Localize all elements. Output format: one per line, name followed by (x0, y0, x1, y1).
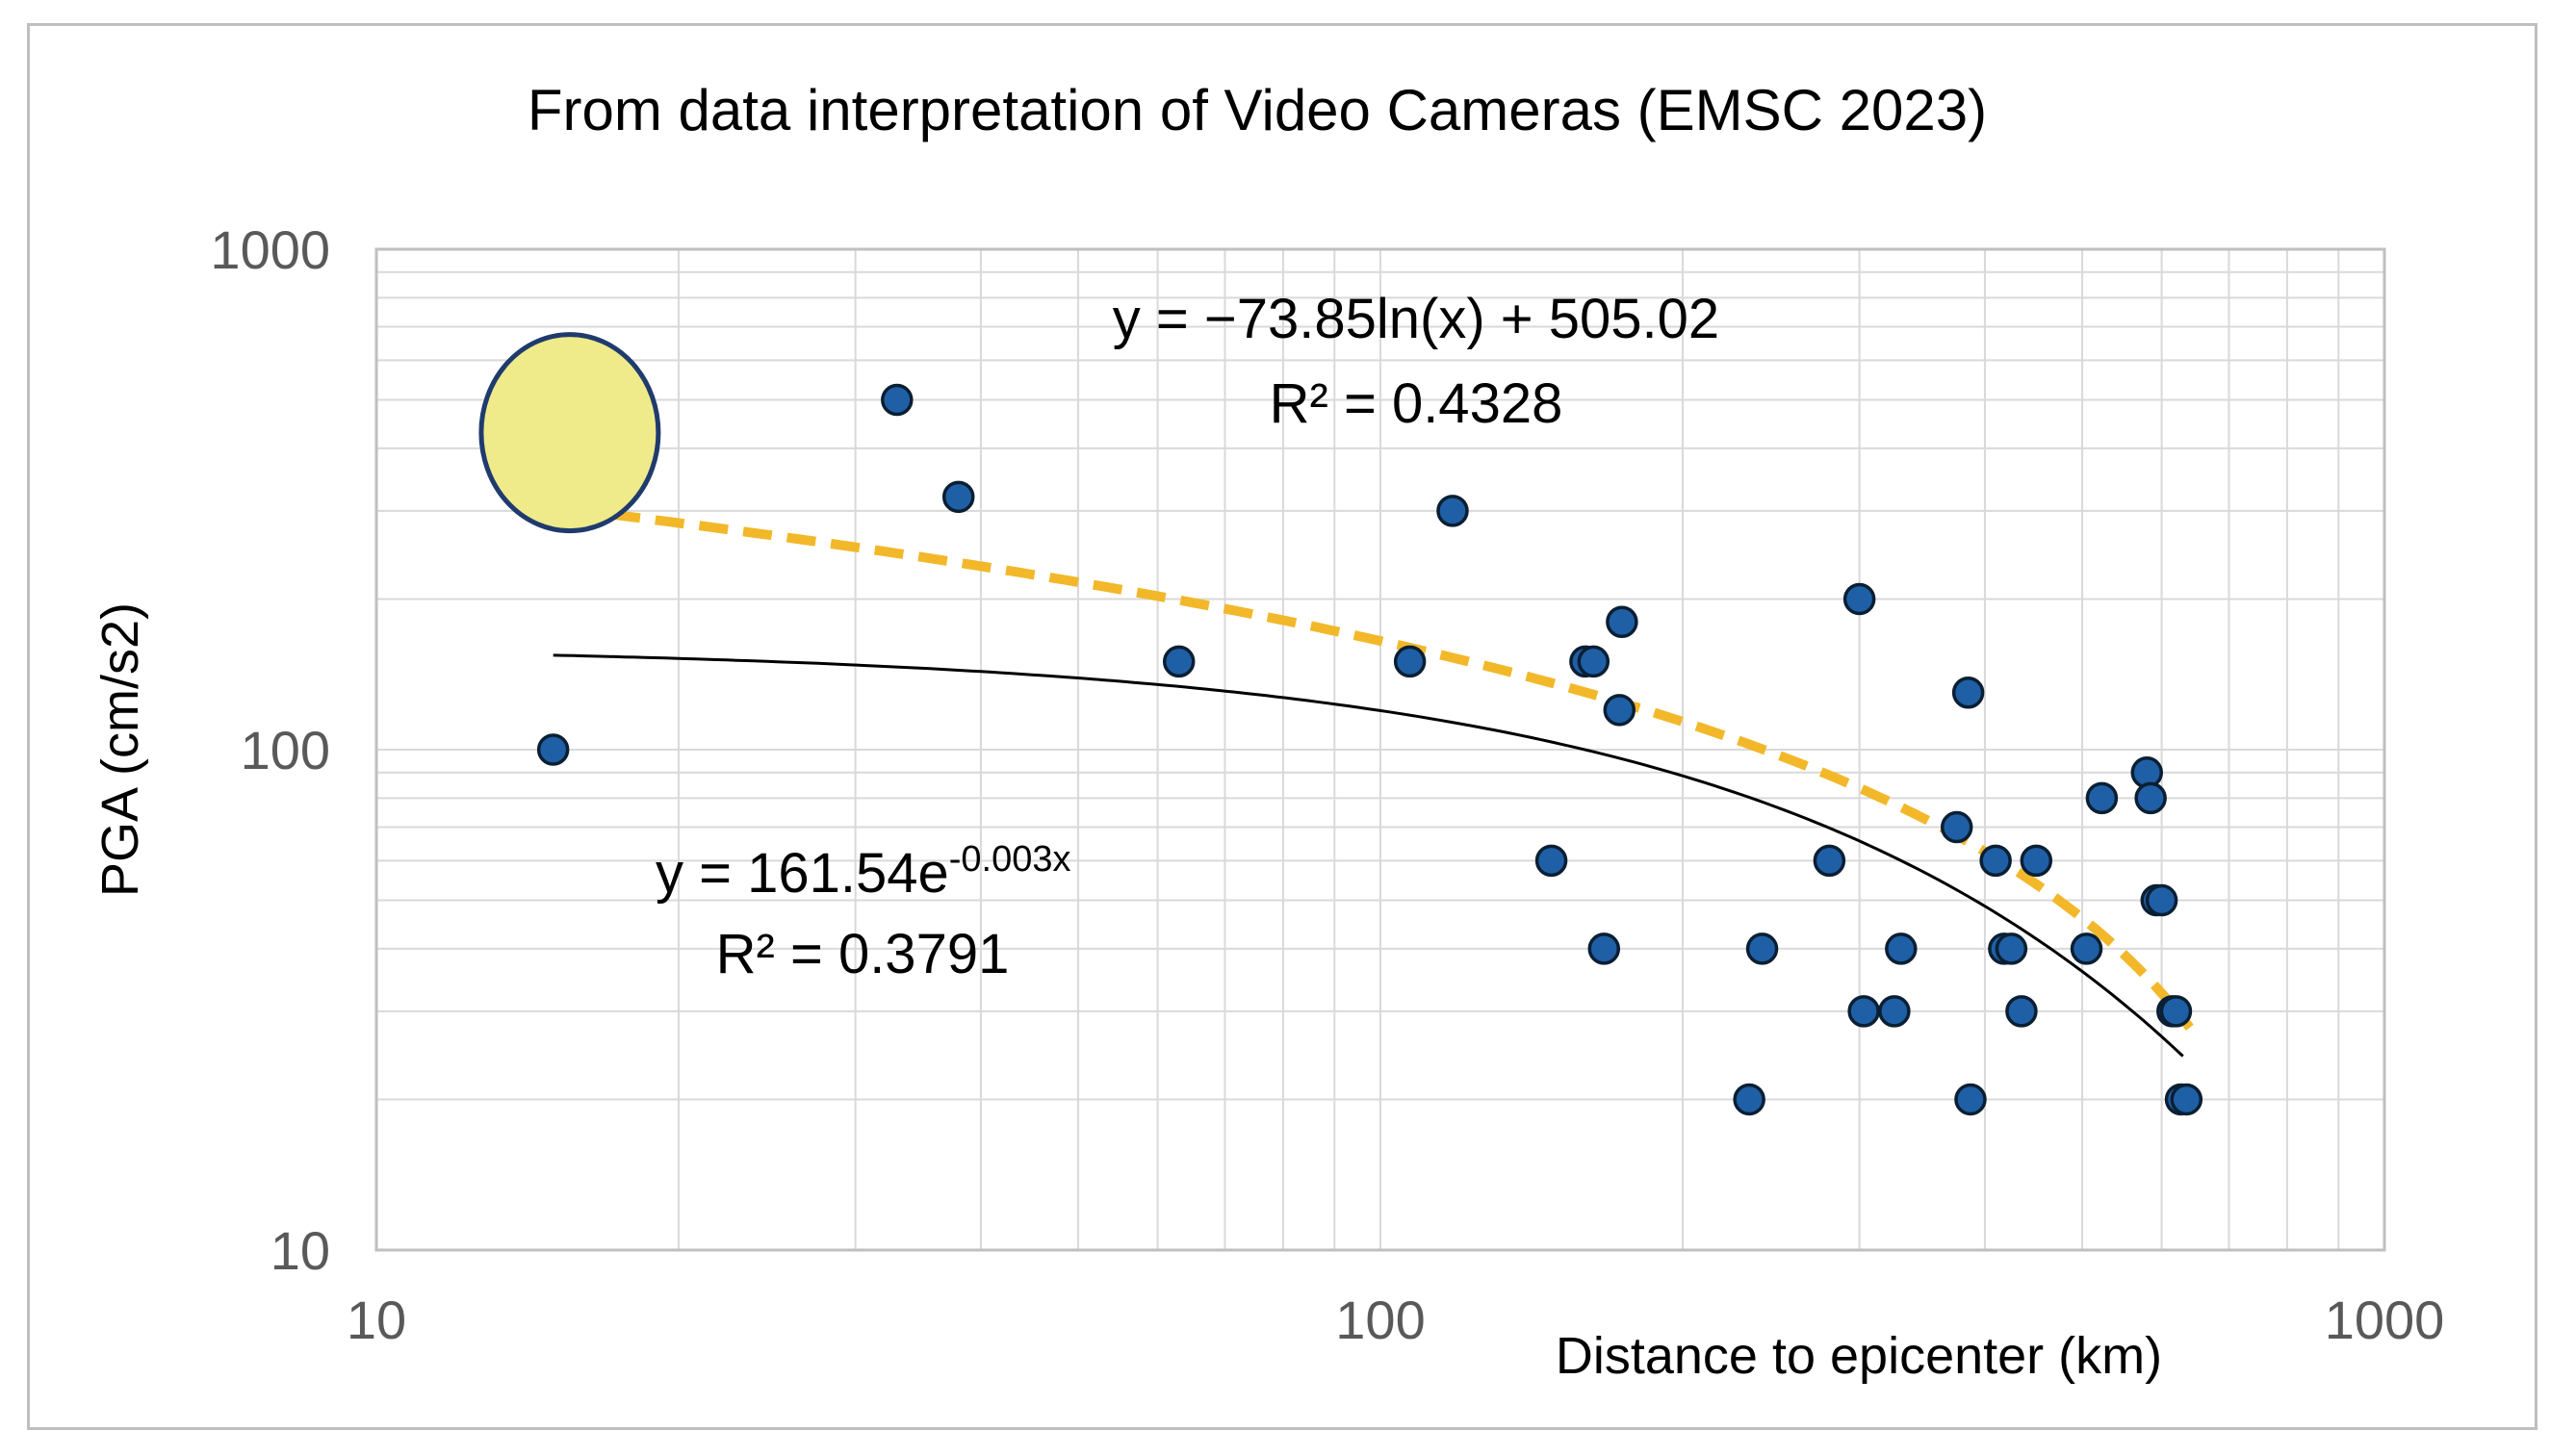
y-axis-title: PGA (cm/s2) (91, 602, 149, 897)
data-point (881, 383, 914, 417)
data-point (2170, 1083, 2203, 1116)
y-tick-label: 1000 (210, 219, 330, 280)
exponential-trendline (553, 653, 2184, 1058)
data-point (2159, 995, 2193, 1028)
chart-title: From data interpretation of Video Camera… (528, 78, 1987, 142)
data-point (1813, 844, 1846, 878)
data-point (1393, 645, 1427, 678)
data-point (1954, 1083, 1987, 1116)
log-trendline-equation: y = −73.85ln(x) + 505.02 (1113, 288, 1719, 350)
x-axis-title: Distance to epicenter (km) (1556, 1327, 2162, 1385)
annotations (478, 332, 661, 534)
x-tick-label: 1000 (2325, 1290, 2445, 1350)
chart-frame: 10 100 1000 10 100 1000 From data interpreta… (27, 23, 2537, 1430)
data-point (1587, 932, 1621, 965)
x-tick-label: 100 (1335, 1290, 1425, 1350)
data-point (1940, 810, 1973, 844)
data-points (536, 383, 2203, 1116)
data-point (2145, 883, 2178, 917)
data-point (1436, 495, 1469, 527)
data-point (2005, 995, 2038, 1028)
chart-svg: 10 100 1000 10 100 1000 From data interpreta… (91, 78, 2444, 1385)
data-point (1979, 844, 2012, 878)
data-point (2070, 932, 2103, 965)
trendlines (553, 503, 2194, 1058)
data-point (2134, 781, 2167, 815)
highlight-ellipse (478, 332, 661, 534)
data-point (1847, 995, 1880, 1028)
data-point (536, 733, 570, 766)
y-tick-label: 10 (270, 1220, 330, 1281)
exp-trendline-r2: R² = 0.3791 (716, 923, 1010, 985)
plot-area-border (374, 247, 2386, 1252)
logarithmic-trendline (566, 503, 2194, 1031)
data-point (1878, 995, 1911, 1028)
data-point (1995, 932, 2028, 965)
data-point (1951, 676, 1985, 709)
x-axis-ticks: 10 100 1000 (347, 1290, 2444, 1350)
data-point (2085, 781, 2119, 815)
data-point (1162, 645, 1196, 678)
log-trendline-r2: R² = 0.4328 (1270, 372, 1563, 435)
grid (376, 249, 2384, 1250)
y-tick-label: 100 (241, 720, 330, 780)
data-point (1534, 844, 1568, 878)
data-point (941, 480, 975, 514)
data-point (1733, 1083, 1765, 1116)
y-axis-ticks: 10 100 1000 (210, 219, 330, 1281)
data-point (1885, 932, 1918, 965)
data-point (1577, 645, 1610, 678)
data-point (1745, 932, 1779, 965)
data-point (1606, 605, 1638, 639)
data-point (2020, 844, 2053, 878)
exp-trendline-equation: y = 161.54e-0.003x (656, 839, 1071, 905)
data-point (1842, 582, 1876, 616)
x-tick-label: 10 (347, 1290, 406, 1350)
data-point (1603, 694, 1636, 727)
